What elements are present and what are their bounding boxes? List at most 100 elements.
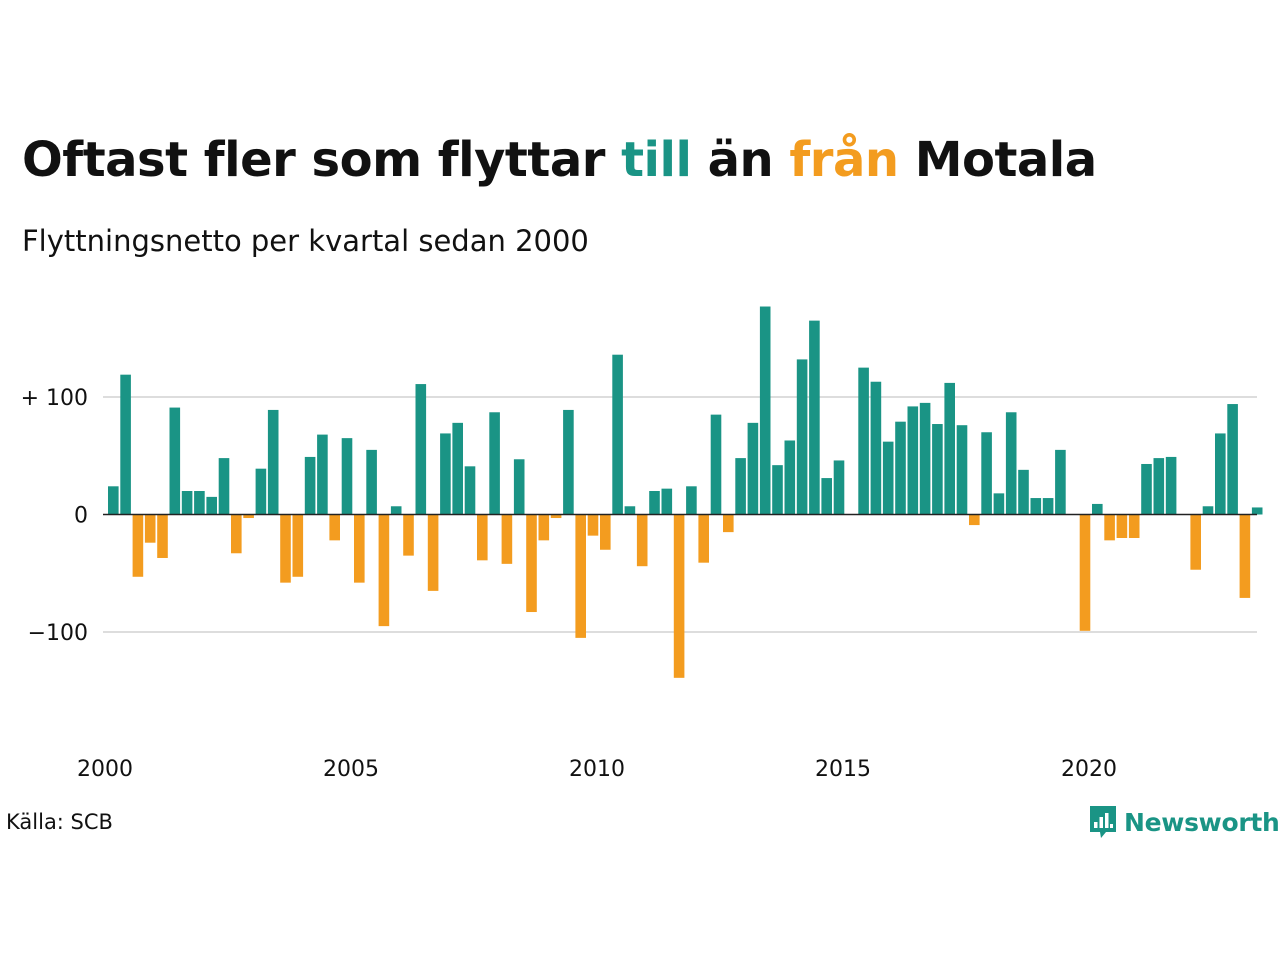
bar-positive bbox=[366, 449, 377, 515]
bar-negative bbox=[292, 514, 304, 577]
bar-positive bbox=[304, 456, 316, 515]
bar-negative bbox=[698, 514, 709, 563]
bar-negative bbox=[477, 514, 488, 561]
bar-positive bbox=[218, 458, 230, 515]
bar-negative bbox=[231, 514, 242, 554]
bar-negative bbox=[1079, 514, 1091, 631]
bar-negative bbox=[157, 514, 168, 558]
bar-positive bbox=[169, 407, 181, 515]
bar-positive bbox=[661, 488, 673, 515]
bar-positive bbox=[882, 441, 894, 515]
bar-negative bbox=[1104, 514, 1115, 541]
bar-negative bbox=[550, 514, 562, 519]
bar-positive bbox=[759, 306, 771, 515]
bar-positive bbox=[956, 425, 968, 515]
title-part-2: än bbox=[691, 132, 790, 188]
bar-positive bbox=[833, 460, 845, 515]
bar-negative bbox=[280, 514, 291, 583]
bar-negative bbox=[636, 514, 648, 567]
bar-positive bbox=[944, 382, 955, 515]
bar-positive bbox=[1030, 498, 1042, 515]
bar-positive bbox=[1251, 507, 1263, 515]
bar-positive bbox=[181, 491, 193, 515]
bar-positive bbox=[784, 440, 796, 515]
bar-negative bbox=[427, 514, 439, 591]
bar-negative bbox=[144, 514, 156, 543]
bar-negative bbox=[243, 514, 254, 519]
bar-positive bbox=[612, 354, 623, 515]
bar-positive bbox=[981, 432, 992, 515]
bar-positive bbox=[194, 491, 205, 515]
bar-positive bbox=[686, 486, 697, 515]
x-tick-label: 2000 bbox=[77, 757, 133, 782]
source-note: Källa: SCB bbox=[6, 810, 113, 834]
title-highlight-till: till bbox=[621, 132, 692, 188]
bar-negative bbox=[1239, 514, 1251, 598]
bar-positive bbox=[1215, 433, 1226, 515]
bar-positive bbox=[108, 486, 119, 515]
axes: + 100 0 −100 2000 2005 2010 2015 2020 bbox=[21, 386, 1257, 782]
x-tick-label: 2010 bbox=[569, 757, 625, 782]
bar-positive bbox=[649, 491, 660, 515]
bar-positive bbox=[932, 424, 943, 515]
bar-negative bbox=[1128, 514, 1140, 538]
bar-positive bbox=[120, 374, 131, 515]
brand-logo: Newsworthy bbox=[1088, 804, 1280, 840]
bar-positive bbox=[796, 359, 808, 515]
bars bbox=[108, 306, 1263, 678]
bar-positive bbox=[821, 478, 832, 515]
bar-positive bbox=[772, 465, 783, 515]
x-tick-label: 2020 bbox=[1061, 757, 1117, 782]
bar-positive bbox=[858, 367, 869, 515]
title-highlight-fran: från bbox=[789, 132, 899, 188]
bar-positive bbox=[1042, 498, 1054, 515]
x-tick-label: 2005 bbox=[323, 757, 379, 782]
bar-negative bbox=[538, 514, 550, 541]
bar-positive bbox=[1165, 456, 1177, 515]
bar-positive bbox=[735, 458, 746, 515]
title-part-1: Oftast fler som flyttar bbox=[22, 132, 622, 188]
bar-positive bbox=[870, 381, 882, 515]
bar-chart: + 100 0 −100 2000 2005 2010 2015 2020 bbox=[21, 306, 1263, 782]
bar-positive bbox=[1153, 458, 1165, 515]
bar-positive bbox=[907, 406, 919, 515]
bar-positive bbox=[563, 409, 574, 515]
bar-negative bbox=[600, 514, 611, 550]
bar-negative bbox=[575, 514, 586, 638]
bar-positive bbox=[255, 468, 267, 515]
y-tick-label: 0 bbox=[74, 504, 88, 529]
bar-positive bbox=[1005, 412, 1017, 515]
bar-negative bbox=[132, 514, 144, 577]
bar-positive bbox=[415, 384, 427, 515]
bar-negative bbox=[378, 514, 390, 627]
bar-positive bbox=[513, 459, 525, 515]
bar-positive bbox=[1018, 469, 1029, 515]
bar-positive bbox=[452, 422, 463, 515]
bar-negative bbox=[403, 514, 414, 556]
brand-name: Newsworthy bbox=[1124, 807, 1280, 837]
x-tick-label: 2015 bbox=[815, 757, 871, 782]
bar-positive bbox=[1141, 463, 1152, 515]
bar-positive bbox=[341, 438, 353, 515]
bar-negative bbox=[501, 514, 513, 564]
bar-positive bbox=[206, 496, 217, 515]
bar-negative bbox=[1190, 514, 1201, 570]
bar-negative bbox=[354, 514, 365, 583]
bar-positive bbox=[489, 412, 500, 515]
bar-positive bbox=[993, 493, 1005, 515]
bar-negative bbox=[526, 514, 537, 613]
bar-positive bbox=[1055, 449, 1066, 515]
bar-positive bbox=[464, 466, 476, 515]
bar-negative bbox=[1116, 514, 1128, 538]
bar-negative bbox=[673, 514, 685, 678]
bar-negative bbox=[969, 514, 980, 526]
bar-positive bbox=[1092, 503, 1103, 515]
bar-negative bbox=[723, 514, 734, 533]
bar-positive bbox=[710, 414, 722, 515]
chart-subtitle: Flyttningsnetto per kvartal sedan 2000 bbox=[22, 224, 589, 258]
bar-positive bbox=[919, 402, 931, 515]
bar-positive bbox=[1227, 404, 1238, 515]
bar-positive bbox=[624, 506, 636, 515]
bar-positive bbox=[1202, 506, 1214, 515]
bar-positive bbox=[747, 422, 759, 515]
